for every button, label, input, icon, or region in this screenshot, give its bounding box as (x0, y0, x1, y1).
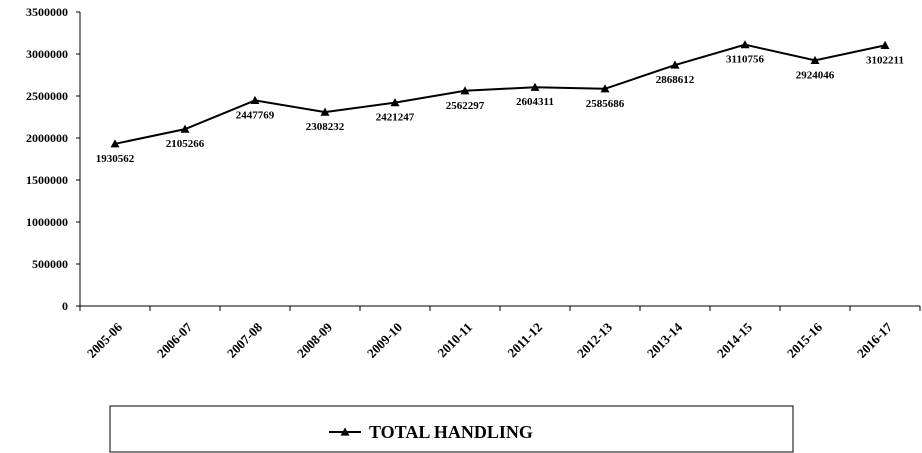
x-tick-label: 2013-14 (644, 319, 686, 361)
marker (530, 82, 540, 91)
marker (180, 124, 190, 133)
marker (600, 84, 610, 93)
legend-marker (340, 427, 350, 436)
x-tick-label: 2011-12 (504, 320, 545, 361)
y-tick-label: 2500000 (26, 89, 68, 103)
x-tick-label: 2010-11 (434, 320, 475, 361)
marker (670, 60, 680, 69)
legend-label: TOTAL HANDLING (369, 422, 533, 442)
marker (110, 139, 120, 148)
line (114, 43, 886, 145)
y-tick-label: 0 (62, 299, 68, 313)
marker (880, 40, 890, 50)
data-label: 3110756 (726, 54, 764, 66)
x-tick-label: 2007-08 (224, 319, 266, 361)
x-tick-label: 2006-07 (154, 319, 196, 361)
marker (390, 98, 400, 107)
marker (460, 86, 470, 95)
x-tick-label: 2012-13 (574, 319, 616, 361)
data-label: 2868612 (656, 74, 695, 86)
x-tick-label: 2005-06 (84, 319, 126, 361)
data-label: 2562297 (446, 100, 485, 112)
data-label: 2447769 (236, 109, 275, 121)
legend-box (109, 405, 794, 453)
x-tick-label: 2008-09 (294, 319, 336, 361)
data-label: 2604311 (516, 96, 554, 108)
y-tick-label: 3500000 (26, 5, 68, 19)
y-tick-label: 1000000 (26, 215, 68, 229)
x-tick-label: 2016-17 (854, 319, 896, 361)
y-tick-label: 2000000 (26, 131, 68, 145)
x-tick-label: 2015-16 (784, 319, 826, 361)
data-label: 2105266 (166, 138, 205, 150)
y-tick-label: 500000 (32, 257, 68, 271)
x-tick-label: 2009-10 (364, 320, 405, 361)
data-label: 1930562 (96, 153, 135, 165)
marker (740, 40, 750, 49)
marker (250, 95, 260, 104)
data-label: 2421247 (376, 112, 415, 124)
data-label: 2308232 (306, 121, 345, 133)
data-label: 3102211 (866, 54, 904, 66)
marker (320, 107, 330, 116)
marker (810, 55, 820, 64)
data-label: 2585686 (586, 98, 625, 110)
y-tick-label: 3000000 (26, 47, 68, 61)
x-tick-label: 2014-15 (714, 319, 756, 361)
data-label: 2924046 (796, 69, 835, 81)
y-tick-label: 1500000 (26, 173, 68, 187)
